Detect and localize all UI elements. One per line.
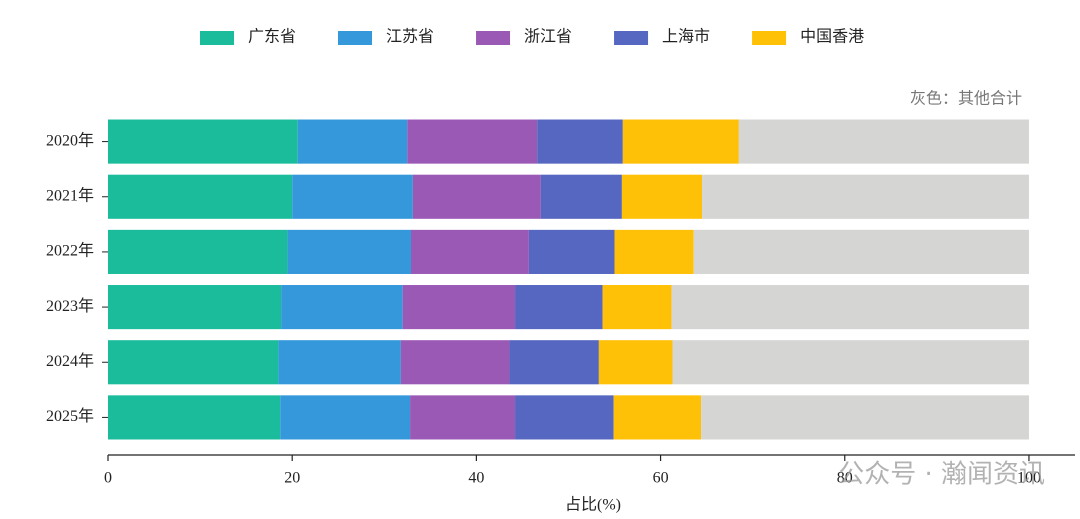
bar-segment (701, 395, 1029, 440)
x-tick-label: 60 (653, 470, 669, 487)
bar-segment (537, 119, 623, 164)
y-tick-label: 2024年 (46, 352, 94, 370)
legend-swatch (200, 31, 234, 45)
legend-label: 中国香港 (800, 28, 864, 46)
x-axis-label: 占比(%) (565, 496, 621, 514)
bar-segment (410, 395, 516, 440)
legend-label: 上海市 (662, 28, 710, 46)
bar-segment (702, 174, 1029, 219)
x-tick-label: 40 (468, 470, 484, 487)
bar-segment (292, 174, 413, 219)
y-tick-label: 2022年 (46, 242, 94, 260)
bar-segment (515, 395, 614, 440)
bar-segment (671, 285, 1029, 330)
bar-segment (738, 119, 1029, 164)
bar-segment (407, 119, 538, 164)
x-tick-label: 0 (104, 470, 112, 487)
bar-segment (410, 229, 529, 274)
bar-segment (412, 174, 541, 219)
bar-segment (614, 229, 694, 274)
bar-segment (402, 285, 516, 330)
watermark: 公众号 · 瀚闻资讯 (838, 460, 1045, 490)
bar-segment (400, 340, 510, 385)
bar-segment (528, 229, 615, 274)
bar-segment (540, 174, 622, 219)
y-tick-label: 2023年 (46, 297, 94, 315)
bar-segment (598, 340, 673, 385)
bar-segment (281, 285, 403, 330)
bar-segment (693, 229, 1029, 274)
bar-segment (613, 395, 702, 440)
bar-segment (280, 395, 411, 440)
bar-segment (108, 229, 288, 274)
y-tick-label: 2020年 (46, 131, 94, 149)
bar-segment (278, 340, 401, 385)
x-tick-label: 100 (1017, 470, 1041, 487)
y-tick-label: 2025年 (46, 407, 94, 425)
legend-swatch (752, 31, 787, 45)
bar-segment (515, 285, 603, 330)
bar-segment (672, 340, 1029, 385)
bar-segment (602, 285, 672, 330)
bar-segment (621, 174, 703, 219)
bar-segment (509, 340, 599, 385)
bar-segment (108, 340, 279, 385)
legend-label: 广东省 (248, 28, 296, 46)
bar-segment (108, 174, 293, 219)
x-tick-label: 20 (284, 470, 300, 487)
bar-segment (108, 395, 281, 440)
annotation: 灰色：其他合计 (910, 90, 1022, 108)
bar-segment (297, 119, 408, 164)
legend-swatch (614, 31, 649, 45)
legend-label: 浙江省 (524, 28, 572, 46)
legend-swatch (338, 31, 373, 45)
bar-segment (108, 285, 282, 330)
legend-label: 江苏省 (386, 28, 434, 46)
legend-swatch (476, 31, 511, 45)
x-tick-label: 80 (837, 470, 853, 487)
y-tick-label: 2021年 (46, 186, 94, 204)
bar-segment (622, 119, 739, 164)
bar-segment (287, 229, 411, 274)
bar-segment (108, 119, 298, 164)
